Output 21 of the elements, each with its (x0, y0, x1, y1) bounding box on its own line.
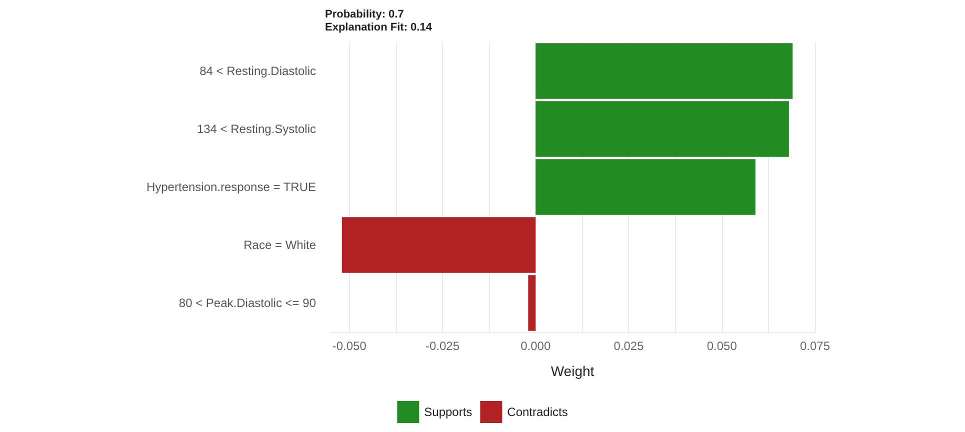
legend-label: Supports (424, 405, 472, 419)
bar (536, 101, 789, 157)
legend-label: Contradicts (507, 405, 568, 419)
bar (536, 159, 756, 215)
x-tick-label: 0.025 (614, 339, 644, 353)
x-axis-title: Weight (550, 363, 594, 379)
y-tick-label: 84 < Resting.Diastolic (200, 64, 316, 78)
x-tick-label: 0.050 (706, 339, 738, 353)
y-tick-label: 80 < Peak.Diastolic <= 90 (178, 296, 316, 310)
x-tick-label: -0.050 (332, 339, 367, 353)
chart-title: Probability: 0.7 (325, 8, 404, 20)
y-tick-label: Hypertension.response = TRUE (146, 180, 316, 194)
x-tick-label: -0.025 (425, 339, 460, 353)
bar (528, 275, 536, 331)
x-tick-label: 0.075 (800, 339, 830, 353)
chart-subtitle: Explanation Fit: 0.14 (325, 22, 433, 34)
y-tick-label: 134 < Resting.Systolic (196, 122, 316, 136)
y-tick-label: Race = White (244, 238, 316, 252)
x-tick-label: 0.000 (520, 339, 551, 353)
bar (536, 43, 793, 99)
bar (342, 217, 536, 273)
